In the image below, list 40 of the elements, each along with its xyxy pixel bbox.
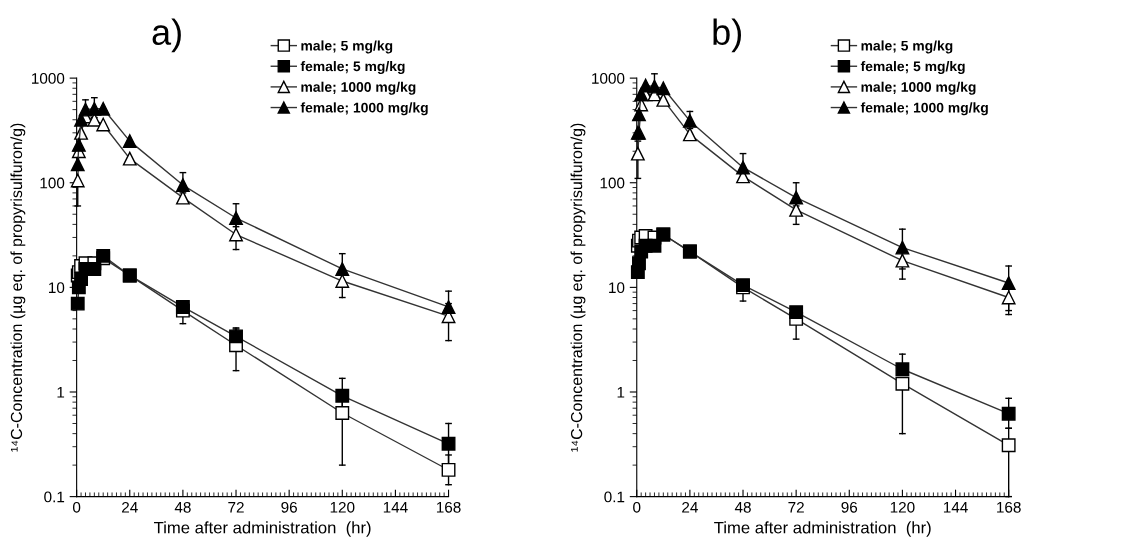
x-tick-label: 120 xyxy=(330,501,355,513)
legend-label: female; 1000 mg/kg xyxy=(860,102,988,116)
y-tick-label: 1000 xyxy=(32,72,65,84)
x-tick-label: 24 xyxy=(682,501,698,513)
x-tick-label: 96 xyxy=(841,501,858,513)
x-tick-label: 144 xyxy=(943,502,968,513)
x-tick-label: 96 xyxy=(281,501,297,513)
legend-label: male; 1000 mg/kg xyxy=(861,81,976,95)
y-tick-label: 1000 xyxy=(592,72,625,84)
x-axis-title: Time after administration (hr) xyxy=(154,521,371,537)
x-tick-label: 48 xyxy=(734,501,751,513)
y-axis-title: ¹⁴C-Concentration (µg eq. of propyrisulfuron/g) xyxy=(570,123,586,452)
x-tick-label: 120 xyxy=(890,501,915,513)
legend-label: male; 1000 mg/kg xyxy=(301,81,416,95)
chart-title: a) xyxy=(152,18,181,53)
x-tick-label: 72 xyxy=(788,501,804,513)
y-tick-label: 10 xyxy=(609,282,625,294)
y-tick-label: 1 xyxy=(57,387,65,398)
y-tick-label: 100 xyxy=(600,177,625,189)
x-tick-label: 168 xyxy=(997,501,1021,513)
x-tick-label: 168 xyxy=(436,501,461,513)
y-tick-label: 0.1 xyxy=(604,491,625,503)
legend-label: female; 5 mg/kg xyxy=(860,61,965,75)
legend-label: male; 5 mg/kg xyxy=(861,40,953,54)
legend-label: female; 5 mg/kg xyxy=(300,61,405,75)
y-tick-label: 1 xyxy=(617,387,625,398)
x-tick-label: 0 xyxy=(633,501,641,513)
legend-label: male; 5 mg/kg xyxy=(301,40,393,54)
y-axis-title: ¹⁴C-Concentration (µg eq. of propyrisulfuron/g) xyxy=(10,123,26,452)
legend-label: female; 1000 mg/kg xyxy=(300,102,428,116)
x-tick-label: 144 xyxy=(383,502,408,513)
y-tick-label: 0.1 xyxy=(44,491,65,503)
x-tick-label: 0 xyxy=(72,501,81,513)
y-tick-label: 10 xyxy=(49,282,65,294)
x-tick-label: 24 xyxy=(122,501,138,513)
x-axis-title: Time after administration (hr) xyxy=(714,521,931,537)
x-tick-label: 72 xyxy=(228,501,244,513)
x-tick-label: 48 xyxy=(174,501,191,513)
y-tick-label: 100 xyxy=(40,177,65,189)
chart-title: b) xyxy=(713,18,741,53)
